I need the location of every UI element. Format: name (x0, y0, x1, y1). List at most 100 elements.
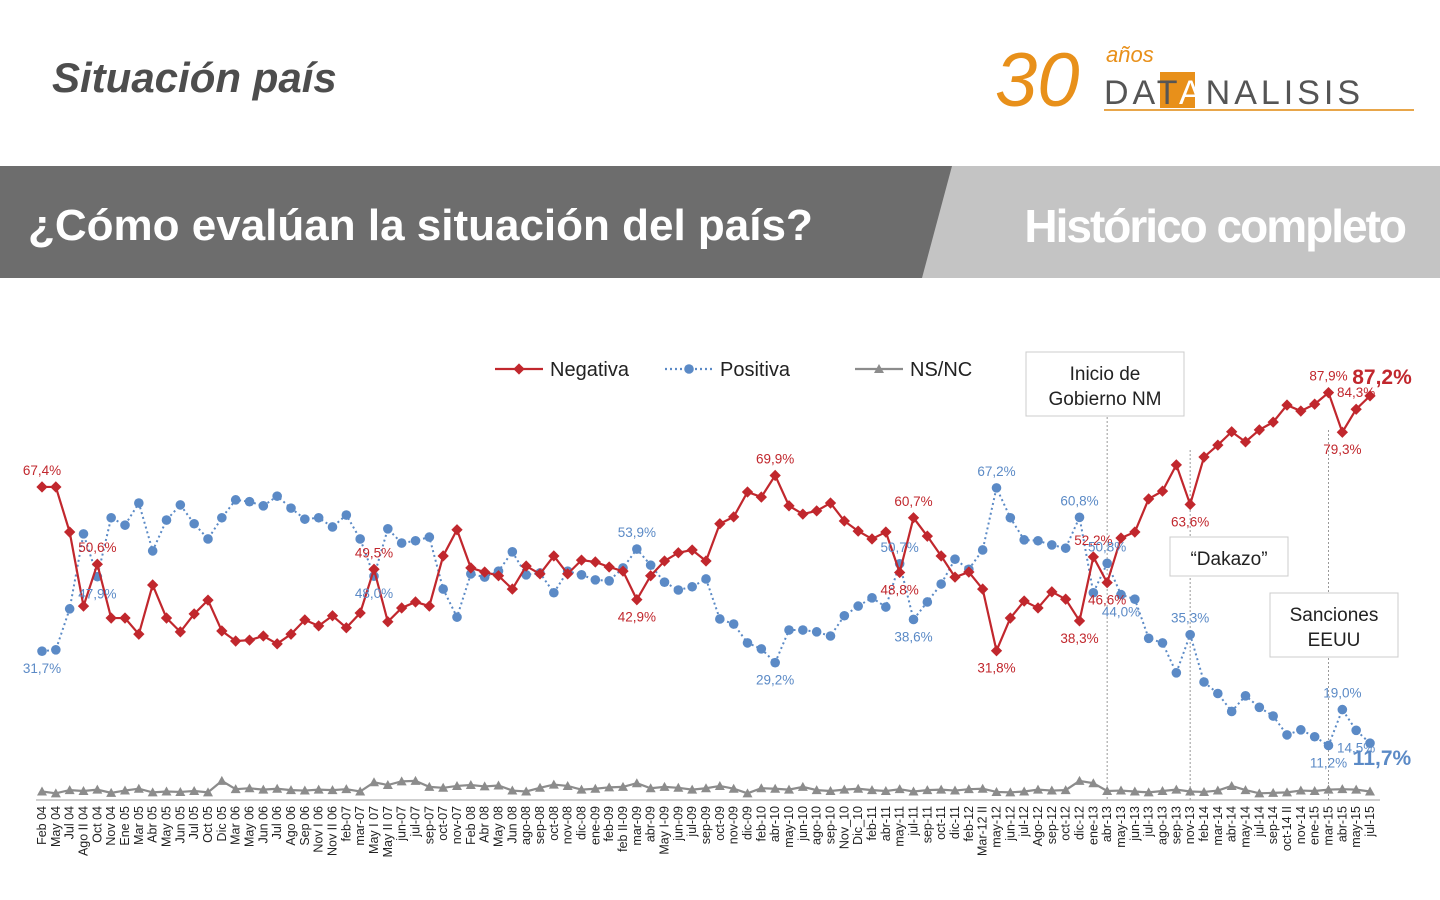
data-label: 49,5% (355, 545, 393, 560)
x-tick-label: Sep 06 (298, 806, 312, 846)
data-label: 48,8% (881, 583, 919, 598)
point (1129, 786, 1140, 796)
x-tick-label: May 06 (243, 806, 257, 847)
point (977, 783, 988, 793)
point (64, 526, 76, 538)
point (106, 787, 117, 797)
point (1005, 787, 1016, 797)
point (396, 538, 407, 548)
x-tick-label: Abr 05 (146, 806, 160, 843)
data-label: 29,2% (756, 673, 794, 688)
point (1087, 551, 1099, 563)
x-tick-label: feb-12 (962, 806, 976, 841)
x-tick-label: May 08 (492, 806, 506, 847)
point (659, 577, 670, 587)
point (521, 570, 531, 580)
point (244, 783, 255, 793)
point (1143, 493, 1155, 505)
point (770, 657, 780, 668)
x-tick-label: Jun 08 (505, 806, 519, 844)
point (990, 645, 1003, 657)
x-tick-label: Nov I 06 (312, 806, 326, 853)
legend-marker (684, 364, 694, 374)
x-tick-label: May 04 (49, 806, 63, 847)
point (341, 784, 352, 794)
point (756, 644, 767, 654)
point (382, 616, 394, 628)
point (645, 560, 656, 570)
x-tick-label: sep-09 (699, 806, 713, 844)
point (1239, 436, 1252, 448)
x-tick-label: ene-09 (588, 806, 602, 845)
point (603, 561, 615, 573)
point (341, 510, 352, 520)
data-label: 60,7% (894, 494, 932, 509)
point (396, 602, 408, 614)
x-tick-label: may-10 (782, 806, 796, 848)
x-tick-label: Mar-12 II (976, 806, 990, 856)
point (672, 547, 684, 559)
point (1365, 738, 1375, 748)
x-tick-label: mar-14 (1211, 806, 1225, 846)
point (645, 570, 657, 582)
data-label: 31,8% (977, 661, 1015, 676)
point (866, 533, 878, 545)
point (1296, 725, 1306, 735)
point (1295, 405, 1307, 417)
point (175, 786, 186, 796)
point (867, 593, 877, 603)
x-tick-label: oct-09 (713, 806, 727, 841)
point (1032, 602, 1044, 614)
point (1253, 424, 1265, 436)
x-tick-label: sep-14 (1266, 806, 1280, 844)
point (1268, 787, 1279, 797)
x-tick-label: ene-13 (1086, 806, 1100, 845)
point (853, 783, 864, 793)
x-tick-label: jul-09 (685, 806, 699, 838)
point (687, 784, 698, 794)
point (230, 635, 242, 647)
x-tick-label: Ago II 04 (77, 806, 91, 856)
data-label: 48,0% (355, 586, 393, 601)
point (313, 784, 324, 794)
point (507, 785, 518, 795)
legend-label: NS/NC (910, 359, 972, 381)
point (244, 496, 255, 507)
legend-marker (874, 364, 884, 373)
point (549, 587, 559, 598)
x-tick-label: abr-15 (1335, 806, 1349, 842)
point (313, 512, 324, 523)
x-tick-label: jul-12 (1017, 806, 1031, 838)
logo-name: DATANALISIS (1104, 74, 1364, 112)
point (631, 594, 643, 606)
x-tick-label: Ago 06 (284, 806, 298, 846)
point (755, 491, 767, 503)
point (1267, 416, 1279, 428)
point (548, 779, 559, 789)
point (493, 780, 504, 790)
x-tick-label: jun-09 (671, 806, 685, 842)
point (1254, 702, 1265, 713)
point (908, 614, 919, 625)
x-tick-label: Nov_10 (837, 806, 851, 849)
point (908, 786, 919, 796)
x-tick-label: Jul 05 (187, 806, 201, 839)
data-label: 38,6% (894, 629, 932, 644)
point (963, 784, 974, 794)
x-tick-label: feb II-09 (616, 806, 630, 852)
point (783, 500, 795, 512)
point (963, 566, 975, 578)
point (327, 785, 338, 795)
point (1351, 725, 1361, 736)
point (465, 562, 477, 574)
x-tick-label: Abr 08 (478, 806, 492, 843)
point (258, 784, 269, 794)
point (340, 622, 352, 634)
point (1005, 512, 1016, 523)
point (715, 614, 725, 624)
point (1198, 451, 1210, 463)
point (645, 783, 656, 793)
point (798, 625, 808, 635)
point (1074, 775, 1085, 785)
point (894, 784, 905, 794)
